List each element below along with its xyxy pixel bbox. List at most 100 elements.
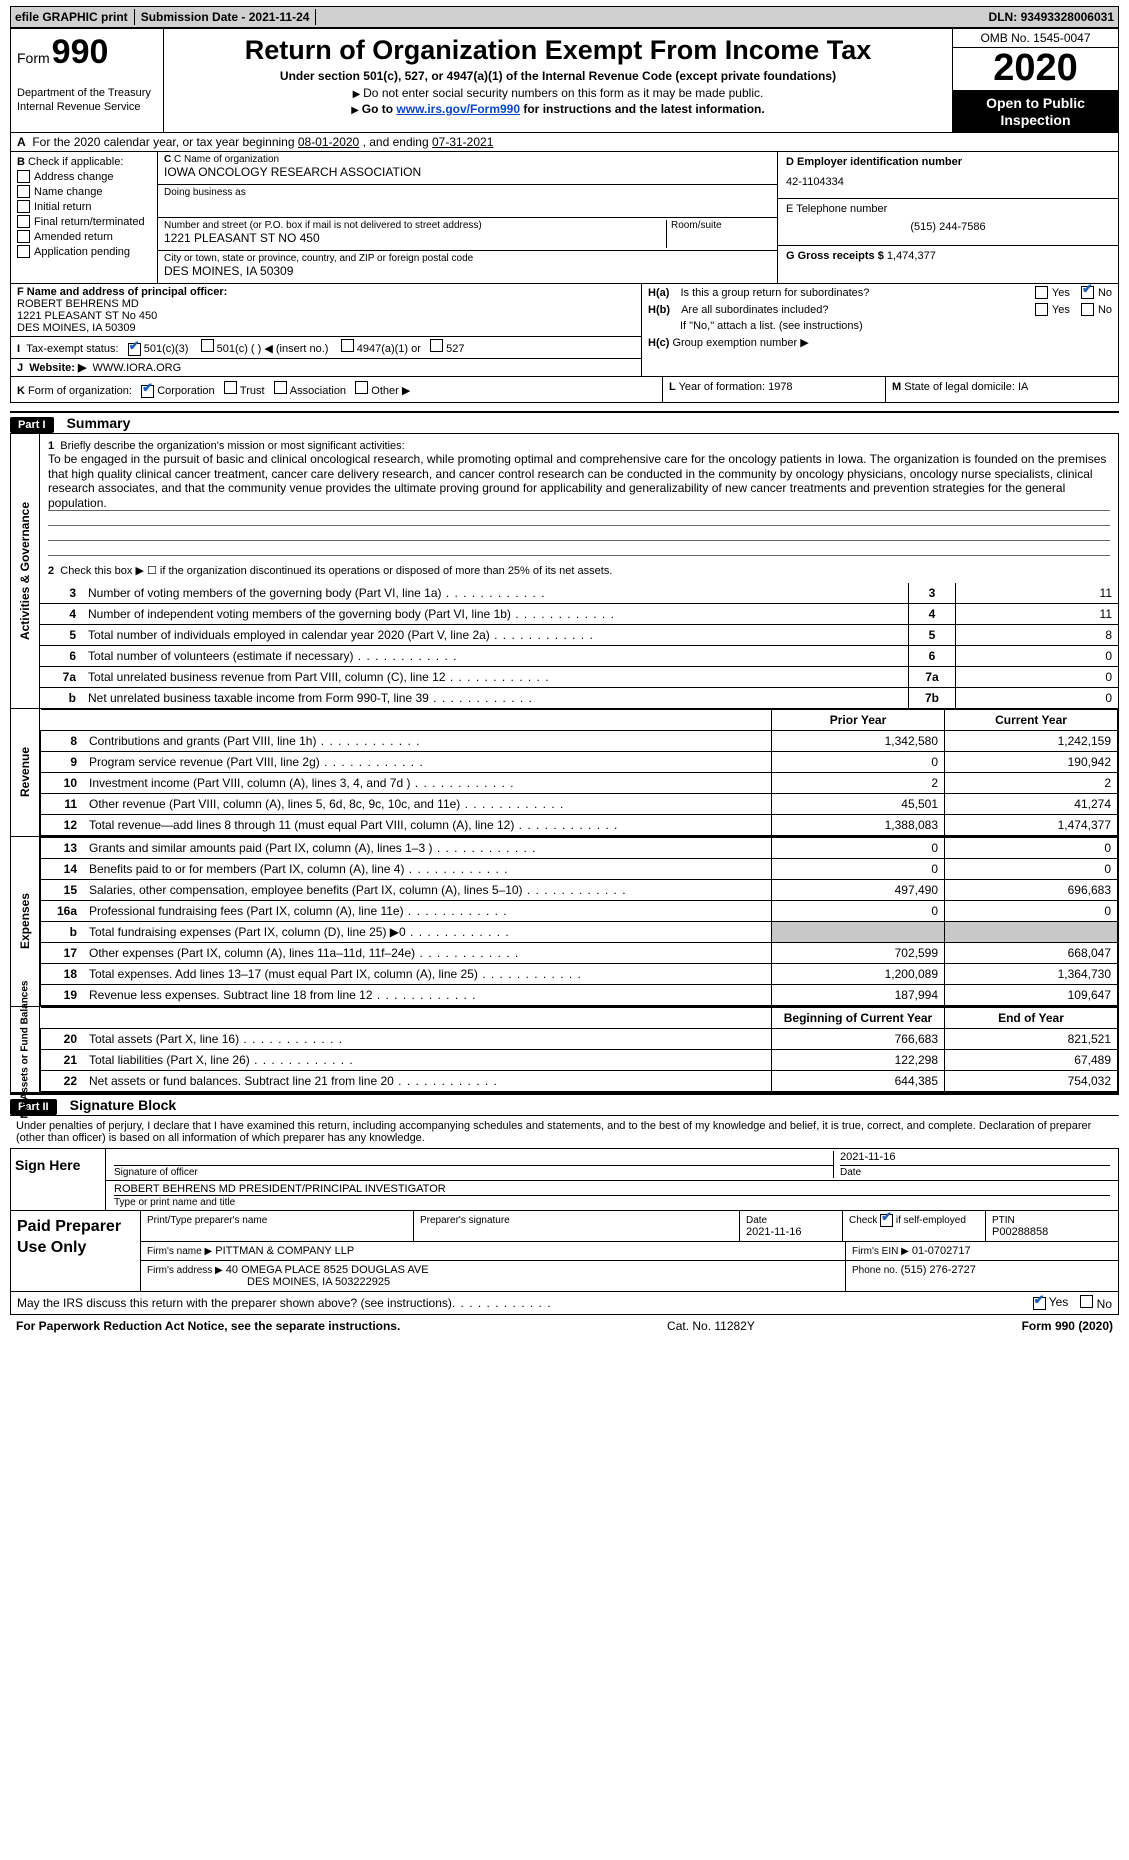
notice-link-line: Go to www.irs.gov/Form990 for instructio… [172, 102, 944, 116]
checkbox-checked-icon[interactable] [1033, 1297, 1046, 1310]
officer-label: F Name and address of principal officer: [17, 286, 227, 298]
date-label: Date [840, 1167, 861, 1178]
no-label: No [1097, 1297, 1112, 1311]
line-val: 0 [956, 645, 1119, 666]
line-desc: Revenue less expenses. Subtract line 18 … [83, 984, 772, 1005]
tax-status-label: Tax-exempt status: [26, 343, 118, 355]
line-desc: Professional fundraising fees (Part IX, … [83, 900, 772, 921]
firm-addr2: DES MOINES, IA 503222925 [147, 1276, 390, 1288]
checkbox-checked-icon[interactable] [880, 1214, 893, 1227]
no-label: No [1098, 304, 1112, 316]
goto-prefix: Go to [362, 102, 397, 116]
line-num: 22 [41, 1070, 84, 1091]
opt-corp: Corporation [157, 385, 214, 397]
current-year: 190,942 [945, 751, 1118, 772]
form-org-label: Form of organization: [28, 385, 132, 397]
paid-prep-label: Paid Preparer Use Only [11, 1211, 141, 1291]
form-num: 990 [52, 33, 109, 72]
omb-number: OMB No. 1545-0047 [953, 29, 1118, 48]
discuss-line: May the IRS discuss this return with the… [10, 1292, 1119, 1315]
current-year: 1,364,730 [945, 963, 1118, 984]
checkbox-icon[interactable] [341, 339, 354, 352]
prior-year: 644,385 [772, 1070, 945, 1091]
irs-link[interactable]: www.irs.gov/Form990 [396, 102, 520, 116]
section-j: J Website: ▶ WWW.IORA.ORG [11, 359, 641, 376]
street-label: Number and street (or P.O. box if mail i… [164, 220, 662, 231]
section-klm: K Form of organization: Corporation Trus… [10, 377, 1119, 403]
ptin-label: PTIN [992, 1215, 1015, 1226]
line-desc: Total assets (Part X, line 16) [83, 1028, 772, 1049]
dba-label: Doing business as [164, 187, 771, 198]
current-year: 821,521 [945, 1028, 1118, 1049]
checkbox-icon[interactable] [224, 381, 237, 394]
footer: For Paperwork Reduction Act Notice, see … [10, 1315, 1119, 1337]
firm-addr-label: Firm's address ▶ [147, 1265, 223, 1276]
firm-ein: 01-0702717 [912, 1245, 971, 1257]
line-desc: Total unrelated business revenue from Pa… [82, 666, 909, 687]
sign-here-label: Sign Here [11, 1149, 106, 1210]
section-a: A For the 2020 calendar year, or tax yea… [10, 133, 1119, 152]
line-ref: 5 [909, 624, 956, 645]
footer-form-b: 990 [1055, 1319, 1075, 1333]
checkbox-icon[interactable] [17, 200, 30, 213]
checkbox-icon[interactable] [17, 170, 30, 183]
section-i: I Tax-exempt status: 501(c)(3) 501(c) ( … [11, 337, 641, 359]
yes-label: Yes [1049, 1295, 1069, 1309]
line-num: 20 [41, 1028, 84, 1049]
firm-name: PITTMAN & COMPANY LLP [215, 1245, 354, 1257]
checkbox-icon[interactable] [17, 245, 30, 258]
checkbox-icon[interactable] [17, 185, 30, 198]
col-eoy: End of Year [945, 1007, 1118, 1028]
line-ref: 3 [909, 583, 956, 604]
footer-left: For Paperwork Reduction Act Notice, see … [16, 1319, 400, 1333]
divider-icon [134, 9, 135, 25]
line-num: 15 [41, 879, 84, 900]
prior-year: 0 [772, 900, 945, 921]
footer-form-a: Form [1022, 1319, 1055, 1333]
section-hb: H(b) Are all subordinates included? Yes … [642, 301, 1118, 318]
checkbox-icon[interactable] [1081, 303, 1094, 316]
prior-year: 0 [772, 837, 945, 858]
part-i-badge: Part I [10, 417, 54, 433]
info-grid: B Check if applicable: Address change Na… [10, 152, 1119, 284]
line-num: 7a [40, 666, 82, 687]
current-year: 696,683 [945, 879, 1118, 900]
ty-begin: 08-01-2020 [298, 135, 359, 149]
gross-label: G Gross receipts $ [786, 250, 884, 262]
checkbox-icon[interactable] [1080, 1295, 1093, 1308]
checkbox-icon[interactable] [17, 215, 30, 228]
checkbox-icon[interactable] [430, 339, 443, 352]
checkbox-icon[interactable] [274, 381, 287, 394]
checkbox-checked-icon[interactable] [1081, 286, 1094, 299]
top-bar: efile GRAPHIC print Submission Date - 20… [10, 6, 1119, 28]
line-val: 11 [956, 603, 1119, 624]
opt-4947: 4947(a)(1) or [357, 343, 421, 355]
checkbox-icon[interactable] [1035, 303, 1048, 316]
line-num: b [40, 687, 82, 708]
net-assets-table: Beginning of Current Year End of Year 20… [40, 1007, 1118, 1092]
dept-treasury: Department of the Treasury [17, 86, 157, 100]
line-num: 21 [41, 1049, 84, 1070]
line-val: 0 [956, 687, 1119, 708]
line-val: 8 [956, 624, 1119, 645]
form-title: Return of Organization Exempt From Incom… [172, 35, 944, 66]
checkbox-icon[interactable] [1035, 286, 1048, 299]
yes-label: Yes [1052, 287, 1070, 299]
col-prior: Prior Year [772, 709, 945, 730]
ty-end: 07-31-2021 [432, 135, 493, 149]
checkbox-icon[interactable] [355, 381, 368, 394]
side-activities: Activities & Governance [18, 502, 32, 640]
checkbox-checked-icon[interactable] [128, 343, 141, 356]
paid-preparer-block: Paid Preparer Use Only Print/Type prepar… [10, 1211, 1119, 1292]
info-lower: F Name and address of principal officer:… [10, 284, 1119, 377]
footer-form-c: (2020) [1078, 1319, 1113, 1333]
section-deg: D Employer identification number 42-1104… [778, 152, 1118, 283]
checkbox-icon[interactable] [201, 339, 214, 352]
tax-year: 2020 [953, 48, 1118, 91]
current-year: 668,047 [945, 942, 1118, 963]
line-num: b [41, 921, 84, 942]
line-desc: Total number of volunteers (estimate if … [82, 645, 909, 666]
checkbox-icon[interactable] [17, 230, 30, 243]
line-num: 5 [40, 624, 82, 645]
checkbox-checked-icon[interactable] [141, 385, 154, 398]
